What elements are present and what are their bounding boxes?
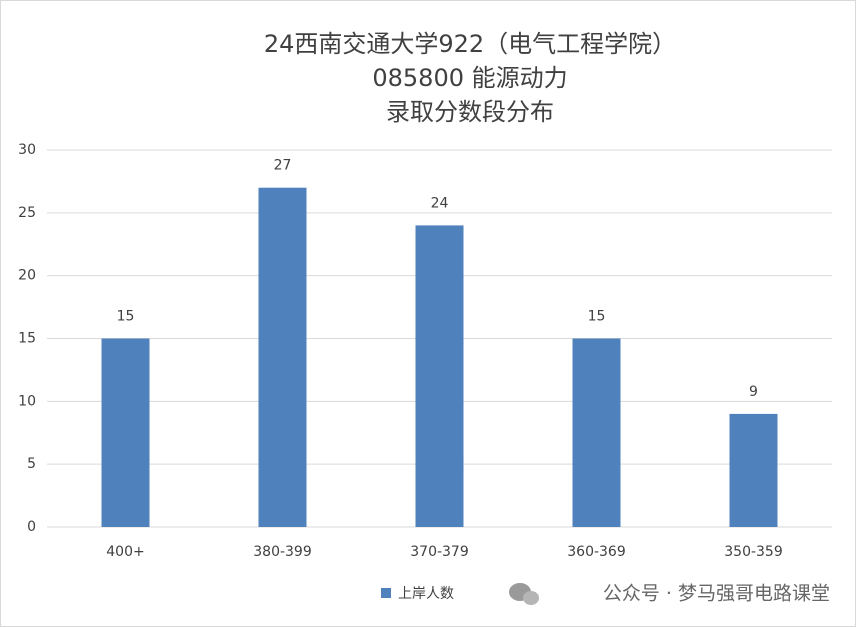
chart-title: 录取分数段分布 (386, 98, 554, 126)
x-tick-label: 370-379 (410, 544, 469, 560)
data-label: 15 (117, 309, 135, 325)
y-tick-label: 15 (18, 331, 36, 347)
y-tick-label: 5 (27, 456, 36, 472)
y-tick-label: 30 (18, 142, 36, 158)
y-tick-label: 25 (18, 205, 36, 221)
watermark: 公众号 · 梦马强哥电路课堂 (603, 583, 830, 605)
x-tick-label: 350-359 (724, 544, 783, 560)
bar (258, 187, 307, 527)
bar (415, 225, 464, 527)
x-tick-label: 360-369 (567, 544, 626, 560)
y-tick-label: 10 (18, 393, 36, 409)
y-tick-label: 20 (18, 268, 36, 284)
data-label: 15 (588, 309, 606, 325)
bar (101, 338, 150, 527)
data-label: 24 (431, 195, 449, 211)
x-tick-label: 380-399 (253, 544, 312, 560)
bar (729, 413, 778, 527)
y-tick-label: 0 (27, 519, 36, 535)
data-label: 9 (749, 384, 758, 400)
chart-title: 24西南交通大学922（电气工程学院） (264, 30, 676, 58)
watermark-icon (509, 583, 539, 605)
bar (572, 338, 621, 527)
chart-title: 085800 能源动力 (372, 64, 567, 92)
legend-label: 上岸人数 (398, 586, 454, 602)
data-label: 27 (274, 158, 292, 174)
legend-swatch (381, 588, 391, 598)
x-tick-label: 400+ (106, 544, 144, 560)
